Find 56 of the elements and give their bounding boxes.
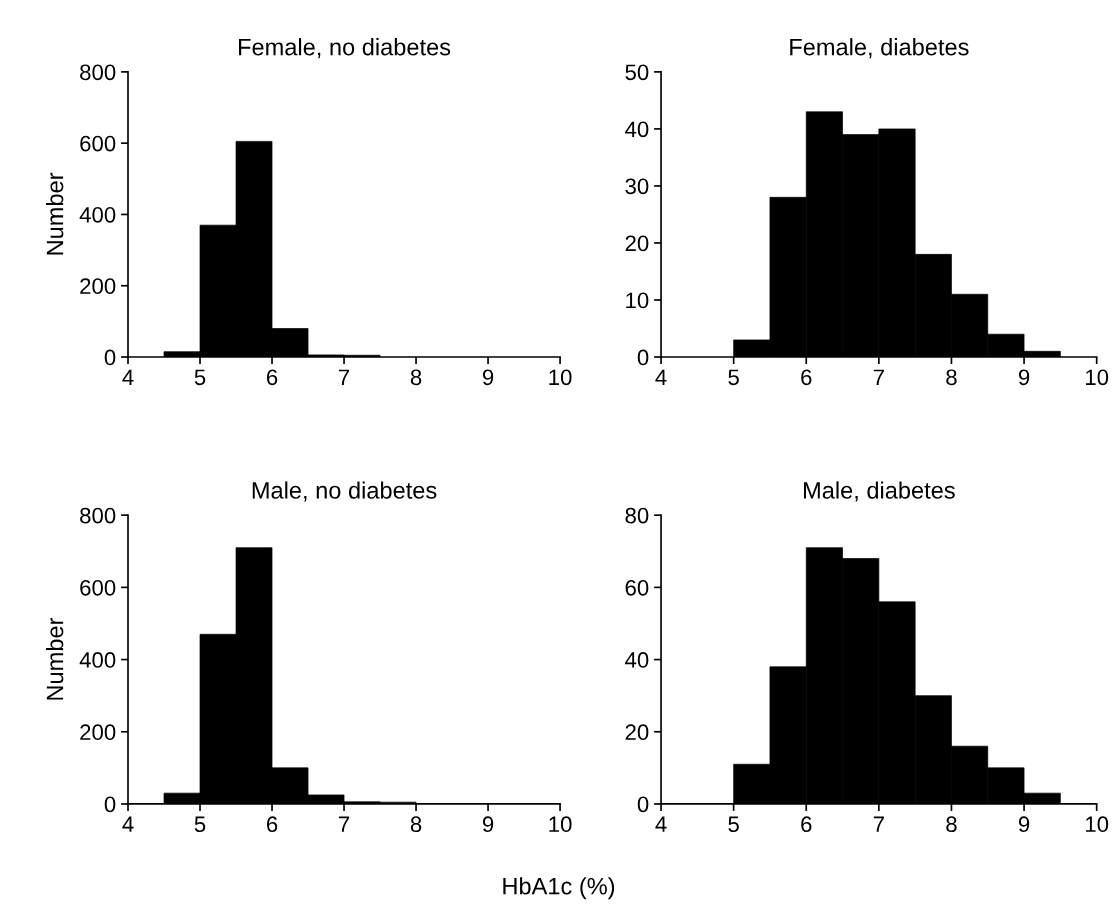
x-tick-label: 7 — [339, 816, 350, 832]
x-tick-label: 7 — [339, 369, 350, 385]
y-tick-label: 800 — [80, 64, 116, 81]
x-tick-label: 10 — [549, 369, 572, 386]
x-tick-label: 7 — [873, 816, 884, 832]
y-tick-label: 600 — [80, 579, 116, 596]
x-tick-label: 8 — [410, 369, 422, 386]
y-tick-label: 400 — [79, 206, 116, 223]
x-axis-title: HbA1c (%) — [503, 877, 615, 900]
y-axis-title: Number — [46, 172, 64, 255]
y-tick-label: 0 — [104, 796, 116, 813]
x-tick-label: 4 — [655, 369, 667, 385]
y-tick-label: 600 — [80, 135, 116, 152]
y-tick-label: 200 — [80, 278, 116, 295]
x-tick-label: 6 — [801, 816, 812, 833]
y-tick-label: 50 — [625, 64, 649, 81]
x-tick-label: 10 — [1086, 369, 1109, 386]
y-tick-label: 30 — [625, 178, 649, 195]
y-tick-label: 80 — [625, 507, 649, 524]
y-tick-label: 200 — [80, 724, 116, 741]
x-tick-label: 8 — [410, 816, 422, 833]
y-tick-label: 400 — [79, 652, 116, 668]
x-tick-label: 4 — [122, 816, 134, 832]
x-tick-label: 7 — [873, 369, 884, 385]
x-tick-label: 5 — [728, 816, 739, 833]
y-tick-label: 0 — [637, 349, 649, 366]
x-tick-label: 5 — [194, 369, 206, 386]
x-tick-label: 5 — [728, 369, 739, 386]
y-tick-label: 60 — [625, 579, 649, 596]
y-tick-label: 20 — [625, 724, 649, 741]
y-tick-label: 800 — [80, 507, 116, 524]
y-tick-label: 40 — [625, 652, 649, 668]
y-tick-label: 0 — [104, 349, 116, 366]
chart-title: Male, no diabetes — [252, 481, 437, 502]
x-tick-label: 9 — [1018, 369, 1030, 386]
x-tick-label: 8 — [946, 369, 957, 386]
x-tick-label: 6 — [266, 816, 278, 833]
y-tick-label: 0 — [637, 796, 649, 813]
chart-title: Male, diabetes — [804, 481, 955, 502]
chart-title: Female, no diabetes — [239, 38, 451, 59]
x-tick-label: 5 — [194, 816, 206, 833]
y-tick-label: 20 — [625, 235, 649, 252]
x-tick-label: 10 — [1086, 816, 1109, 833]
x-tick-label: 8 — [946, 816, 957, 833]
x-tick-label: 9 — [482, 369, 494, 386]
x-tick-label: 4 — [655, 816, 667, 832]
x-tick-label: 6 — [801, 369, 812, 386]
x-tick-label: 9 — [1018, 816, 1030, 833]
x-tick-label: 9 — [482, 816, 494, 833]
x-tick-label: 4 — [122, 369, 134, 385]
y-axis-title: Number — [46, 617, 64, 700]
x-tick-label: 6 — [266, 369, 278, 386]
y-tick-label: 10 — [626, 292, 649, 309]
x-tick-label: 10 — [549, 816, 572, 833]
chart-title: Female, diabetes — [790, 38, 969, 59]
y-tick-label: 40 — [625, 121, 649, 138]
